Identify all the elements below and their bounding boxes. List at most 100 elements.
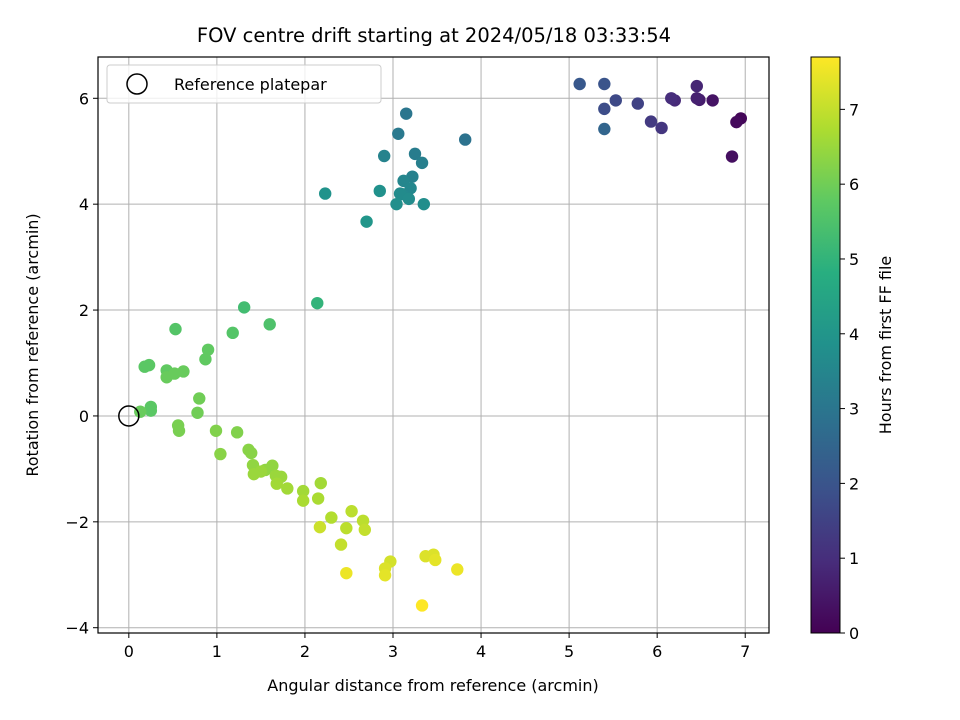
data-point [214, 447, 227, 461]
data-point [655, 121, 668, 135]
colorbar-tick-label: 4 [849, 325, 859, 344]
colorbar-tick-label: 6 [849, 175, 859, 194]
data-point [609, 94, 622, 107]
data-point [644, 115, 658, 128]
data-point [311, 296, 324, 310]
data-point [134, 405, 147, 418]
data-point [247, 467, 261, 481]
data-point [459, 133, 472, 146]
plot-frame [97, 56, 770, 634]
data-point [392, 127, 405, 140]
grid-lines [98, 57, 769, 633]
data-point [402, 192, 416, 206]
x-tick-label: 0 [124, 642, 134, 661]
y-tick-label: 2 [79, 301, 89, 320]
chart-title: FOV centre drift starting at 2024/05/18 … [197, 24, 671, 47]
data-point [690, 92, 703, 105]
data-point [193, 392, 206, 405]
data-point [404, 182, 417, 195]
colorbar-tick-label: 0 [849, 624, 859, 643]
data-point [201, 343, 215, 356]
data-point [373, 184, 386, 198]
data-point [245, 446, 258, 460]
colorbar-tick-label: 5 [849, 250, 859, 269]
data-point [172, 424, 186, 437]
data-point [296, 494, 310, 507]
data-point [340, 566, 353, 580]
data-point [281, 482, 294, 495]
data-point [573, 77, 586, 91]
data-point [340, 521, 353, 535]
data-point [345, 505, 358, 518]
data-point [706, 94, 719, 107]
data-point [598, 122, 611, 136]
x-tick-label: 6 [652, 642, 662, 661]
data-point [144, 404, 158, 417]
colorbar-ticks: 0 1 2 3 4 5 6 7 [840, 100, 859, 643]
legend-label-reference: Reference platepar [174, 75, 327, 94]
y-tick-label: −4 [65, 619, 89, 638]
colorbar-tick-label: 1 [849, 549, 859, 568]
legend: Reference platepar [106, 64, 382, 104]
y-tick-label: 4 [79, 195, 89, 214]
data-point [160, 371, 173, 384]
x-tick-label: 1 [212, 642, 222, 661]
data-point [138, 360, 151, 373]
legend-box [106, 64, 382, 104]
data-point [451, 563, 464, 576]
data-point [199, 353, 212, 366]
y-axis-label: Rotation from reference (arcmin) [23, 213, 42, 476]
y-tick-label: 0 [79, 407, 89, 426]
reference-point-marker [118, 405, 140, 427]
colorbar: 0 1 2 3 4 5 6 7 Hours from first FF file [810, 56, 895, 643]
colorbar-tick-label: 2 [849, 474, 859, 493]
data-point [417, 197, 431, 211]
data-point [270, 477, 283, 490]
data-point [313, 520, 327, 534]
y-tick-label: 6 [79, 89, 89, 108]
data-point [665, 92, 678, 105]
data-point [226, 326, 239, 340]
data-point [429, 553, 442, 567]
data-point [631, 97, 644, 110]
data-point [169, 322, 182, 336]
data-point [360, 215, 373, 228]
data-point [730, 115, 743, 129]
data-point [311, 492, 325, 505]
colorbar-gradient [810, 56, 841, 634]
data-point [318, 187, 332, 200]
data-point [209, 424, 223, 437]
data-point [725, 150, 739, 163]
colorbar-label: Hours from first FF file [876, 256, 895, 435]
x-tick-label: 2 [300, 642, 310, 661]
data-point [690, 79, 703, 93]
legend-marker-reference [126, 73, 148, 95]
data-point [191, 406, 204, 419]
axis-ticks: 0 1 2 3 4 5 6 7 −4 −2 0 2 4 6 [65, 89, 750, 661]
data-point [408, 147, 422, 161]
data-point [415, 599, 429, 612]
colorbar-tick-label: 3 [849, 400, 859, 419]
data-point [377, 149, 391, 163]
y-tick-label: −2 [65, 513, 89, 532]
data-point [325, 511, 338, 524]
data-point [314, 476, 327, 490]
data-point [296, 484, 310, 498]
data-points [118, 77, 748, 612]
data-point [415, 156, 429, 170]
colorbar-tick-label: 7 [849, 100, 859, 119]
data-point [358, 523, 372, 536]
x-axis-label: Angular distance from reference (arcmin) [267, 676, 598, 695]
data-point [378, 569, 392, 582]
data-point [400, 107, 413, 120]
data-point [598, 77, 611, 91]
data-point [598, 102, 611, 116]
data-point [263, 318, 276, 331]
x-tick-label: 4 [476, 642, 486, 661]
data-point [334, 538, 348, 551]
data-point [237, 301, 251, 314]
data-point [230, 426, 244, 439]
x-tick-label: 5 [564, 642, 574, 661]
x-tick-label: 7 [740, 642, 750, 661]
